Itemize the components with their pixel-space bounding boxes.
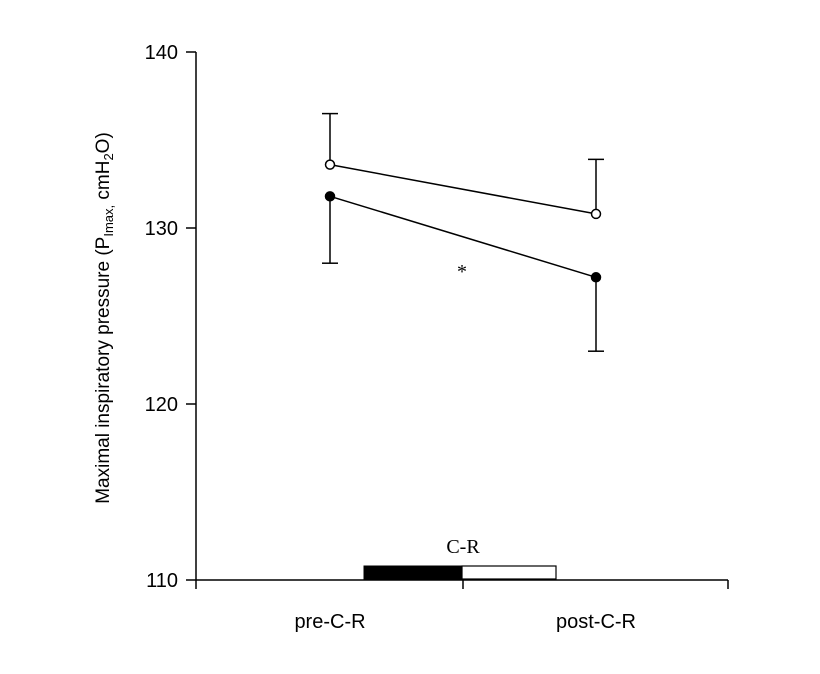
significance-marker: * [457, 261, 467, 283]
plot-area [322, 112, 604, 580]
y-axis-title-subscript: 2 [101, 153, 116, 160]
y-tick-label: 140 [145, 42, 178, 64]
y-axis-title: Maximal inspiratory pressure (PImax, cmH… [93, 132, 116, 504]
axes [186, 51, 729, 589]
intervention-bar-white [461, 565, 557, 580]
y-axis-title-part: O) [93, 132, 114, 153]
data-point-filled [324, 191, 336, 202]
series-line-2 [329, 195, 597, 278]
data-point-filled [590, 272, 602, 283]
series-line-1 [329, 163, 597, 215]
x-tick-label: post-C-R [556, 611, 636, 633]
intervention-bar-black [363, 565, 463, 580]
y-tick-label: 120 [145, 394, 178, 416]
x-tick-label: pre-C-R [294, 611, 365, 633]
y-axis-title-part: cmH [93, 161, 114, 205]
data-point-open [590, 208, 602, 220]
labels: 110 120 130 140 pre-C-R post-C-R Maximal inspi… [93, 42, 636, 633]
y-axis-title-part: Maximal inspiratory pressure (P [93, 237, 114, 504]
y-tick-label: 110 [146, 570, 178, 592]
data-point-open [324, 159, 336, 170]
intervention-label: C-R [446, 536, 480, 558]
y-axis-title-subscript: Imax, [101, 205, 116, 237]
y-tick-label: 130 [145, 218, 178, 240]
